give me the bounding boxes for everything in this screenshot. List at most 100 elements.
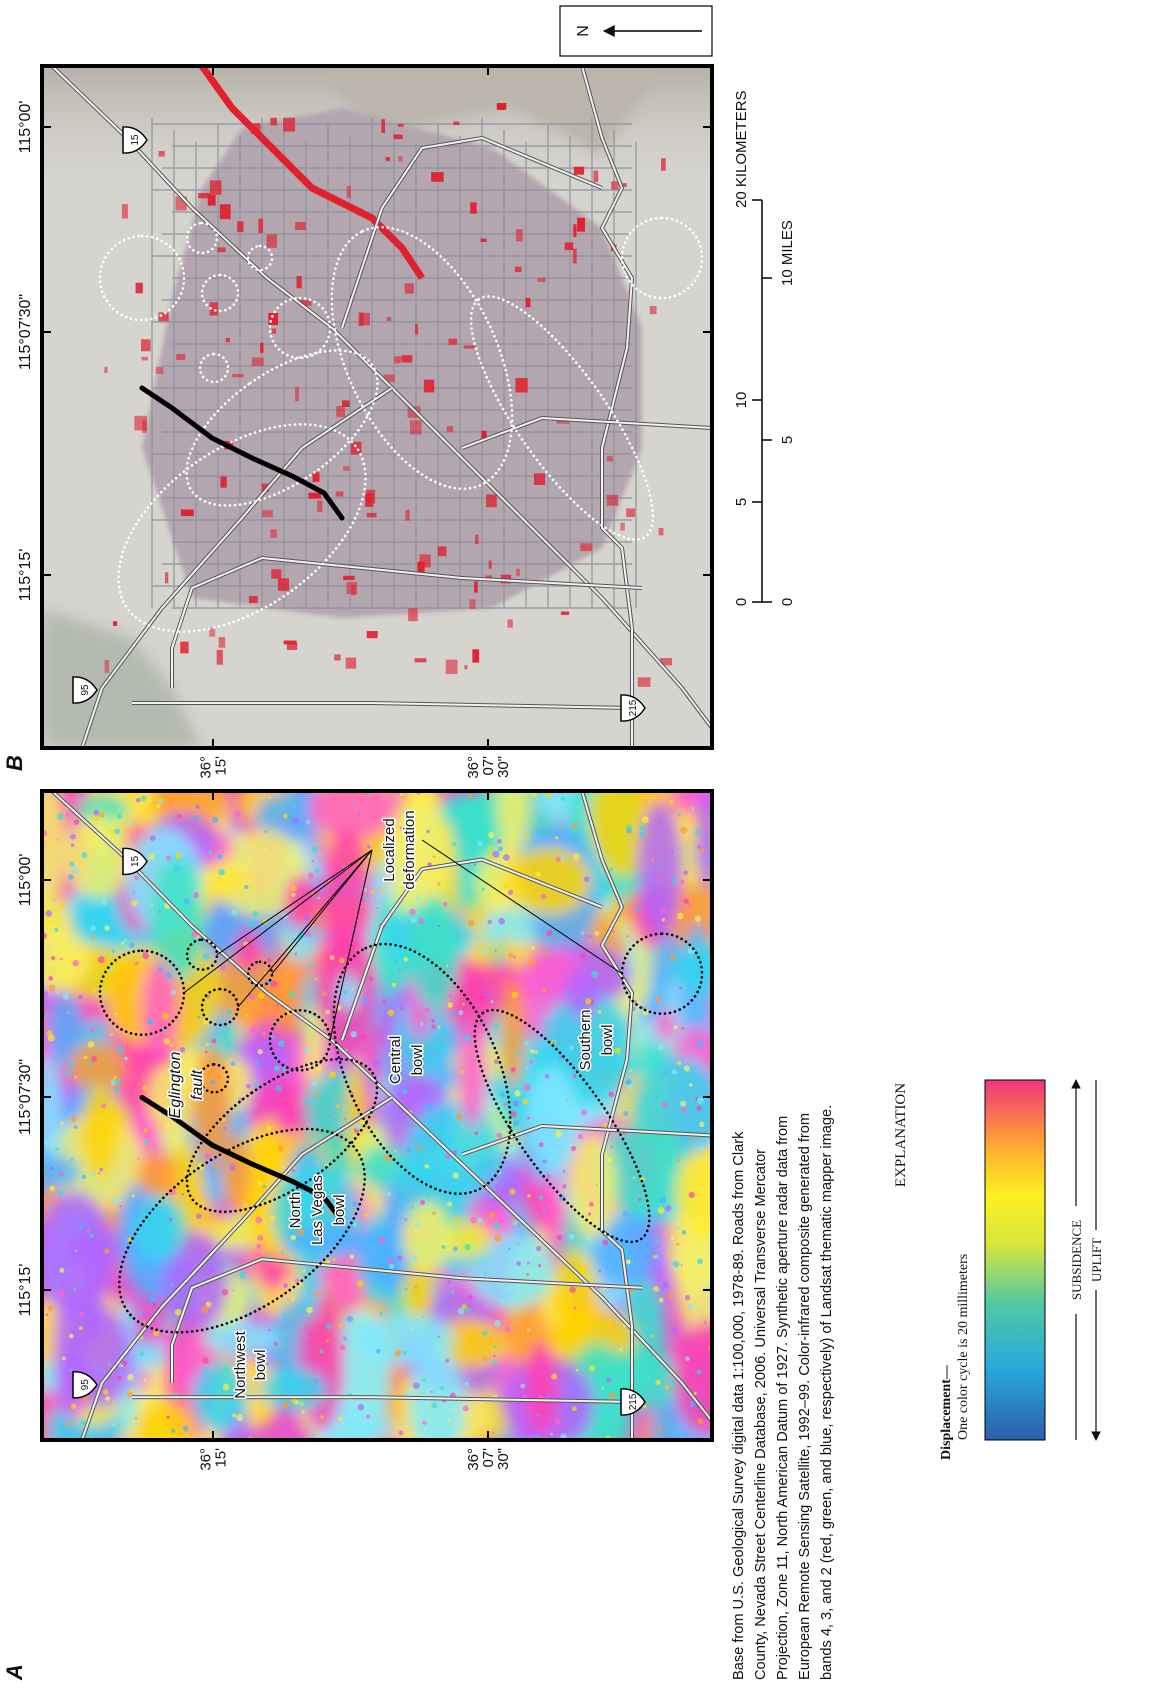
speckle bbox=[546, 930, 552, 936]
speckle bbox=[205, 1012, 207, 1014]
speckle bbox=[134, 875, 139, 880]
speckle bbox=[275, 1085, 282, 1092]
speckle bbox=[447, 1280, 451, 1284]
speckle bbox=[361, 1034, 367, 1040]
speckle bbox=[448, 994, 452, 998]
speckle bbox=[441, 1245, 445, 1249]
vegetation-patch bbox=[394, 135, 403, 140]
fringe-blob bbox=[675, 1148, 738, 1239]
speckle bbox=[65, 813, 69, 817]
speckle bbox=[494, 1023, 499, 1028]
speckle bbox=[402, 987, 404, 989]
speckle bbox=[292, 817, 298, 823]
speckle bbox=[659, 863, 663, 867]
speckle bbox=[326, 1340, 329, 1343]
speckle bbox=[653, 1286, 659, 1292]
speckle bbox=[358, 813, 360, 815]
speckle bbox=[525, 903, 529, 907]
speckle bbox=[320, 1415, 323, 1418]
speckle bbox=[108, 1363, 111, 1366]
speckle bbox=[495, 1055, 497, 1057]
longitude-label: 115°15' bbox=[17, 1264, 34, 1317]
speckle bbox=[158, 910, 161, 913]
speckle bbox=[59, 1191, 64, 1196]
speckle bbox=[498, 1432, 500, 1434]
speckle bbox=[143, 1140, 147, 1144]
speckle bbox=[516, 1261, 521, 1266]
speckle bbox=[676, 1243, 679, 1246]
vegetation-patch bbox=[217, 247, 225, 252]
fringe-blob bbox=[569, 1134, 618, 1239]
speckle bbox=[534, 1050, 538, 1054]
speckle bbox=[389, 928, 392, 931]
vegetation-patch bbox=[262, 510, 273, 517]
shield-number: 15 bbox=[130, 134, 141, 146]
vegetation-patch bbox=[410, 420, 422, 434]
speckle bbox=[256, 1061, 259, 1064]
speckle bbox=[494, 1235, 501, 1242]
vegetation-patch bbox=[659, 528, 664, 535]
speckle bbox=[413, 1036, 415, 1038]
speckle bbox=[585, 998, 591, 1004]
speckle bbox=[644, 886, 648, 890]
speckle bbox=[177, 814, 182, 819]
speckle bbox=[362, 997, 368, 1003]
speckle bbox=[683, 899, 688, 904]
vegetation-patch bbox=[415, 324, 418, 335]
speckle bbox=[203, 953, 210, 960]
mile-label: 5 bbox=[779, 436, 796, 444]
speckle bbox=[540, 1065, 543, 1068]
speckle bbox=[227, 1010, 232, 1015]
speckle bbox=[166, 855, 171, 860]
vegetation-patch bbox=[220, 204, 231, 219]
speckle bbox=[695, 829, 701, 835]
speckle bbox=[93, 810, 99, 816]
speckle bbox=[668, 1251, 671, 1254]
speckle bbox=[477, 841, 482, 846]
shield-number: 215 bbox=[628, 699, 639, 716]
speckle bbox=[48, 1207, 51, 1210]
speckle bbox=[555, 847, 558, 850]
speckle bbox=[690, 1137, 694, 1141]
speckle bbox=[123, 938, 127, 942]
speckle bbox=[182, 1193, 184, 1195]
speckle bbox=[688, 1212, 693, 1217]
speckle bbox=[328, 1116, 330, 1118]
speckle bbox=[704, 1321, 706, 1323]
speckle bbox=[608, 1157, 613, 1162]
fringe-blob bbox=[380, 1190, 406, 1298]
vegetation-patch bbox=[611, 181, 618, 189]
speckle bbox=[90, 925, 95, 930]
speckle bbox=[306, 820, 310, 824]
map-image: 9515215 bbox=[42, 66, 712, 748]
speckle bbox=[291, 803, 296, 808]
speckle bbox=[284, 1043, 286, 1045]
speckle bbox=[337, 1088, 341, 1092]
speckle bbox=[98, 1172, 101, 1175]
bowl-label: bowl bbox=[331, 1195, 348, 1226]
speckle bbox=[132, 891, 135, 894]
speckle bbox=[270, 980, 277, 987]
speckle bbox=[697, 1418, 704, 1425]
panel-letter: A bbox=[2, 1664, 27, 1681]
speckle bbox=[262, 1032, 266, 1036]
speckle bbox=[511, 1126, 514, 1129]
speckle bbox=[633, 1177, 635, 1179]
speckle bbox=[509, 1189, 515, 1195]
bowl-label: North bbox=[287, 1192, 304, 1229]
vegetation-patch bbox=[453, 122, 459, 126]
speckle bbox=[123, 1276, 125, 1278]
speckle bbox=[531, 946, 535, 950]
speckle bbox=[677, 813, 681, 817]
vegetation-patch bbox=[346, 658, 357, 669]
latitude-label: 30" bbox=[495, 756, 512, 778]
vegetation-patch bbox=[447, 426, 453, 432]
vegetation-patch bbox=[607, 456, 613, 461]
speckle bbox=[66, 1071, 71, 1076]
vegetation-patch bbox=[347, 186, 351, 198]
speckle bbox=[513, 956, 516, 959]
longitude-label: 115°00' bbox=[17, 101, 34, 154]
speckle bbox=[557, 1235, 563, 1241]
speckle bbox=[132, 1194, 135, 1197]
speckle bbox=[545, 1074, 550, 1079]
